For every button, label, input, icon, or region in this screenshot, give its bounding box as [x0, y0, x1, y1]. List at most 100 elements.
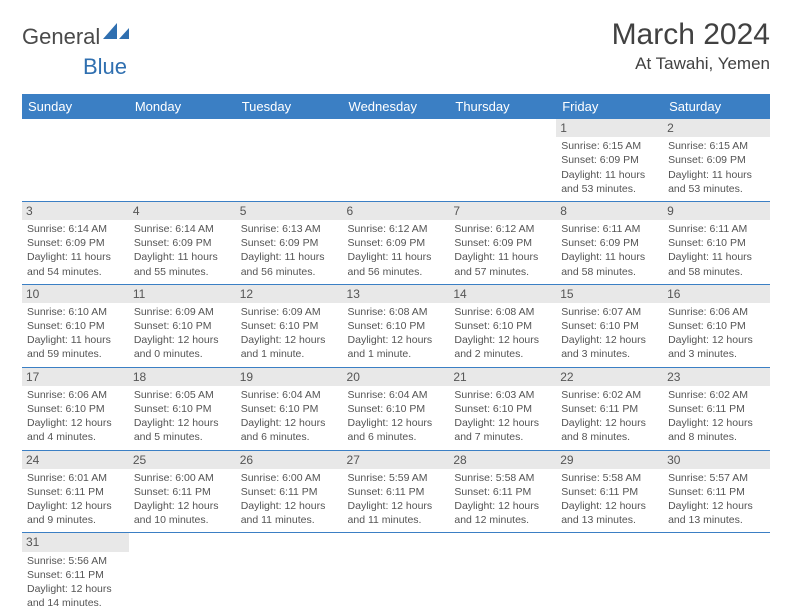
- day-number: 27: [343, 451, 450, 469]
- sunrise-text: Sunrise: 6:04 AM: [241, 388, 338, 402]
- sunrise-text: Sunrise: 6:06 AM: [27, 388, 124, 402]
- calendar-body: 1Sunrise: 6:15 AMSunset: 6:09 PMDaylight…: [22, 119, 770, 615]
- day-number: 6: [343, 202, 450, 220]
- calendar-cell: 16Sunrise: 6:06 AMSunset: 6:10 PMDayligh…: [663, 284, 770, 367]
- daylight-text: Daylight: 11 hours and 53 minutes.: [668, 168, 765, 196]
- logo-sail-icon: [103, 23, 129, 46]
- daylight-text: Daylight: 11 hours and 58 minutes.: [668, 250, 765, 278]
- calendar-cell: 11Sunrise: 6:09 AMSunset: 6:10 PMDayligh…: [129, 284, 236, 367]
- sunrise-text: Sunrise: 6:00 AM: [241, 471, 338, 485]
- daylight-text: Daylight: 11 hours and 59 minutes.: [27, 333, 124, 361]
- sunset-text: Sunset: 6:10 PM: [241, 402, 338, 416]
- daylight-text: Daylight: 12 hours and 8 minutes.: [561, 416, 658, 444]
- sunrise-text: Sunrise: 5:59 AM: [348, 471, 445, 485]
- day-number: 13: [343, 285, 450, 303]
- daylight-text: Daylight: 11 hours and 57 minutes.: [454, 250, 551, 278]
- calendar-cell: [556, 533, 663, 615]
- sunset-text: Sunset: 6:10 PM: [668, 236, 765, 250]
- sunset-text: Sunset: 6:10 PM: [27, 402, 124, 416]
- sunrise-text: Sunrise: 5:56 AM: [27, 554, 124, 568]
- calendar-row: 24Sunrise: 6:01 AMSunset: 6:11 PMDayligh…: [22, 450, 770, 533]
- daylight-text: Daylight: 12 hours and 0 minutes.: [134, 333, 231, 361]
- calendar-cell: 7Sunrise: 6:12 AMSunset: 6:09 PMDaylight…: [449, 201, 556, 284]
- daylight-text: Daylight: 12 hours and 11 minutes.: [348, 499, 445, 527]
- calendar-cell: 18 Sunrise: 6:05 AMSunset: 6:10 PMDayligh…: [129, 367, 236, 450]
- sunset-text: Sunset: 6:10 PM: [134, 402, 231, 416]
- calendar-cell: 3Sunrise: 6:14 AMSunset: 6:09 PMDaylight…: [22, 201, 129, 284]
- daylight-text: Daylight: 12 hours and 11 minutes.: [241, 499, 338, 527]
- calendar-cell: 29Sunrise: 5:58 AMSunset: 6:11 PMDayligh…: [556, 450, 663, 533]
- day-number: 18: [129, 368, 236, 386]
- calendar-cell: [129, 119, 236, 201]
- day-number: 19: [236, 368, 343, 386]
- calendar-cell: 31Sunrise: 5:56 AMSunset: 6:11 PMDayligh…: [22, 533, 129, 615]
- day-number: 1: [556, 119, 663, 137]
- day-number: 28: [449, 451, 556, 469]
- weekday-header: Monday: [129, 94, 236, 119]
- daylight-text: Daylight: 12 hours and 5 minutes.: [134, 416, 231, 444]
- daylight-text: Daylight: 12 hours and 13 minutes.: [561, 499, 658, 527]
- sunset-text: Sunset: 6:09 PM: [668, 153, 765, 167]
- sunrise-text: Sunrise: 6:06 AM: [668, 305, 765, 319]
- calendar-row: 3 Sunrise: 6:14 AM Sunset: 6:09 PM Daylight…: [22, 201, 770, 284]
- day-number: 3: [22, 202, 129, 220]
- sunset-text: Sunset: 6:11 PM: [454, 485, 551, 499]
- sunrise-text: Sunrise: 6:08 AM: [348, 305, 445, 319]
- calendar-cell: 30Sunrise: 5:57 AMSunset: 6:11 PMDayligh…: [663, 450, 770, 533]
- daylight-text: Daylight: 12 hours and 6 minutes.: [348, 416, 445, 444]
- sunrise-text: Sunrise: 5:58 AM: [454, 471, 551, 485]
- day-number: 29: [556, 451, 663, 469]
- calendar-cell: 27Sunrise: 5:59 AMSunset: 6:11 PMDayligh…: [343, 450, 450, 533]
- calendar-cell: 13 Sunrise: 6:08 AMSunset: 6:10 PMDayligh…: [343, 284, 450, 367]
- daylight-text: Daylight: 12 hours and 3 minutes.: [561, 333, 658, 361]
- calendar-cell: 2Sunrise: 6:15 AMSunset: 6:09 PMDaylight…: [663, 119, 770, 201]
- calendar-row: 31Sunrise: 5:56 AMSunset: 6:11 PMDayligh…: [22, 533, 770, 615]
- day-number: 9: [663, 202, 770, 220]
- daylight-text: Daylight: 12 hours and 9 minutes.: [27, 499, 124, 527]
- weekday-header: Saturday: [663, 94, 770, 119]
- calendar-cell: [663, 533, 770, 615]
- sunrise-text: Sunrise: 6:10 AM: [27, 305, 124, 319]
- sunrise-text: Sunrise: 6:00 AM: [134, 471, 231, 485]
- sunrise-text: Sunrise: 6:02 AM: [561, 388, 658, 402]
- daylight-text: Daylight: 11 hours and 54 minutes.: [27, 250, 124, 278]
- logo: General: [22, 24, 129, 50]
- sunset-text: Sunset: 6:10 PM: [241, 319, 338, 333]
- weekday-header: Wednesday: [343, 94, 450, 119]
- daylight-text: Daylight: 12 hours and 13 minutes.: [668, 499, 765, 527]
- sunrise-text: Sunrise: 6:08 AM: [454, 305, 551, 319]
- calendar-cell: 26Sunrise: 6:00 AMSunset: 6:11 PMDayligh…: [236, 450, 343, 533]
- sunset-text: Sunset: 6:11 PM: [668, 402, 765, 416]
- calendar-cell: 23Sunrise: 6:02 AMSunset: 6:11 PMDayligh…: [663, 367, 770, 450]
- sunrise-text: Sunrise: 6:02 AM: [668, 388, 765, 402]
- sunrise-text: Sunrise: 6:12 AM: [454, 222, 551, 236]
- sunset-text: Sunset: 6:10 PM: [668, 319, 765, 333]
- calendar-cell: 22Sunrise: 6:02 AMSunset: 6:11 PMDayligh…: [556, 367, 663, 450]
- weekday-header: Sunday: [22, 94, 129, 119]
- sunrise-text: Sunrise: 6:14 AM: [27, 222, 124, 236]
- daylight-text: Daylight: 12 hours and 7 minutes.: [454, 416, 551, 444]
- daylight-text: Daylight: 11 hours and 58 minutes.: [561, 250, 658, 278]
- sunset-text: Sunset: 6:09 PM: [241, 236, 338, 250]
- sunrise-text: Sunrise: 6:04 AM: [348, 388, 445, 402]
- day-number: 8: [556, 202, 663, 220]
- daylight-text: Daylight: 12 hours and 14 minutes.: [27, 582, 124, 610]
- sunset-text: Sunset: 6:11 PM: [27, 568, 124, 582]
- sunset-text: Sunset: 6:10 PM: [27, 319, 124, 333]
- daylight-text: Daylight: 12 hours and 1 minute.: [348, 333, 445, 361]
- calendar-table: Sunday Monday Tuesday Wednesday Thursday…: [22, 94, 770, 615]
- sunrise-text: Sunrise: 6:11 AM: [668, 222, 765, 236]
- calendar-cell: 14Sunrise: 6:08 AMSunset: 6:10 PMDayligh…: [449, 284, 556, 367]
- sunrise-text: Sunrise: 6:05 AM: [134, 388, 231, 402]
- sunset-text: Sunset: 6:10 PM: [134, 319, 231, 333]
- sunrise-text: Sunrise: 6:15 AM: [561, 139, 658, 153]
- day-number: 24: [22, 451, 129, 469]
- calendar-cell: 1Sunrise: 6:15 AMSunset: 6:09 PMDaylight…: [556, 119, 663, 201]
- calendar-cell: 25Sunrise: 6:00 AMSunset: 6:11 PMDayligh…: [129, 450, 236, 533]
- calendar-cell: 21Sunrise: 6:03 AMSunset: 6:10 PMDayligh…: [449, 367, 556, 450]
- sunset-text: Sunset: 6:10 PM: [348, 319, 445, 333]
- daylight-text: Daylight: 11 hours and 56 minutes.: [348, 250, 445, 278]
- daylight-text: Daylight: 12 hours and 2 minutes.: [454, 333, 551, 361]
- sunrise-text: Sunrise: 5:58 AM: [561, 471, 658, 485]
- sunrise-text: Sunrise: 6:14 AM: [134, 222, 231, 236]
